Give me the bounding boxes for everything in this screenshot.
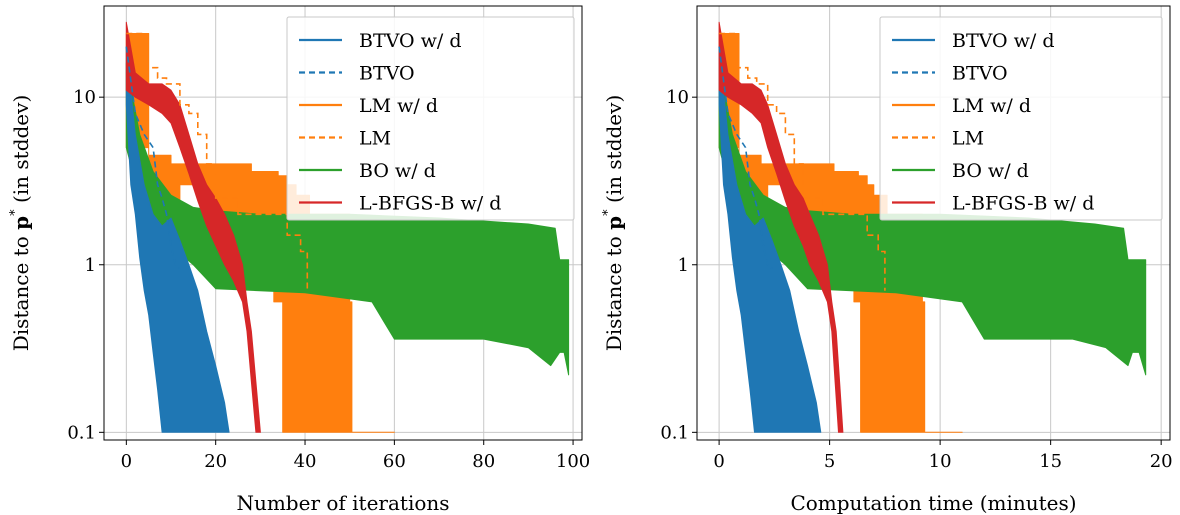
x-tick-label: 60 bbox=[383, 451, 406, 472]
x-tick-label: 5 bbox=[824, 451, 835, 472]
line-lm bbox=[719, 32, 886, 291]
x-tick-label: 0 bbox=[121, 451, 132, 472]
chart-panel-1: 0 20 40 60 80 100 10 1 0.1 Number of iterations Di… bbox=[8, 5, 590, 515]
y-axis-label-suffix: (in stddev) bbox=[602, 95, 626, 210]
y-tick-label: 10 bbox=[666, 87, 689, 108]
x-tick-label: 0 bbox=[713, 451, 724, 472]
legend-entry: L-BFGS-B w/ d bbox=[952, 193, 1094, 215]
x-tick-label: 20 bbox=[204, 451, 227, 472]
x-tick-label: 10 bbox=[929, 451, 952, 472]
y-tick-label: 1 bbox=[678, 255, 689, 276]
x-axis-label: Computation time (minutes) bbox=[790, 491, 1076, 515]
x-axis-label: Number of iterations bbox=[236, 491, 449, 515]
legend-entry: LM bbox=[952, 128, 984, 150]
x-tick-label: 20 bbox=[1150, 451, 1173, 472]
y-tick-label: 0.1 bbox=[660, 422, 689, 443]
legend-entry: BTVO bbox=[359, 63, 415, 85]
legend: BTVO w/ d BTVO LM w/ d LM BO w/ d L-BFGS-B w/… bbox=[879, 16, 1163, 221]
axes-frame bbox=[103, 5, 583, 441]
legend-entry: BTVO w/ d bbox=[359, 30, 462, 52]
x-tick-label: 40 bbox=[294, 451, 317, 472]
x-tick-label: 100 bbox=[556, 451, 590, 472]
legend-entry: LM w/ d bbox=[952, 95, 1031, 117]
legend-entry: BTVO bbox=[952, 63, 1008, 85]
y-tick-label: 0.1 bbox=[67, 422, 96, 443]
legend-box bbox=[286, 16, 575, 221]
x-tick-label: 80 bbox=[472, 451, 495, 472]
legend: BTVO w/ d BTVO LM w/ d LM BO w/ d L-BFGS-B w/… bbox=[286, 16, 575, 221]
y-axis-label: Distance to p* (in stddev) bbox=[601, 95, 626, 352]
y-axis-label-vector: p bbox=[602, 216, 626, 230]
band-l-bfgs-b-w-d bbox=[125, 21, 261, 433]
y-axis-label-suffix: (in stddev) bbox=[9, 95, 33, 210]
y-tick-label: 10 bbox=[73, 87, 96, 108]
legend-entry: L-BFGS-B w/ d bbox=[359, 193, 501, 215]
legend-entry: BO w/ d bbox=[952, 160, 1029, 182]
band-btvo-w-d bbox=[125, 46, 230, 433]
line-btvo bbox=[718, 46, 773, 270]
y-axis-label-vector: p bbox=[9, 216, 33, 230]
band-btvo-w-d bbox=[718, 46, 822, 433]
legend-entry: BO w/ d bbox=[359, 160, 436, 182]
axes-frame bbox=[696, 5, 1171, 441]
y-tick-label: 1 bbox=[85, 255, 96, 276]
legend-entry: LM bbox=[359, 128, 391, 150]
chart-panel-2: 0 5 10 15 20 10 1 0.1 Computation time (minutes)… bbox=[601, 5, 1173, 515]
y-axis-label-sup: * bbox=[601, 209, 616, 216]
legend-entry: BTVO w/ d bbox=[952, 30, 1055, 52]
y-axis-label-prefix: Distance to bbox=[602, 230, 626, 351]
band-l-bfgs-b-w-d bbox=[718, 21, 844, 433]
y-axis-label: Distance to p* (in stddev) bbox=[8, 95, 33, 352]
y-axis-label-sup: * bbox=[8, 209, 23, 216]
line-btvo bbox=[125, 46, 181, 270]
x-tick-label: 15 bbox=[1039, 451, 1062, 472]
legend-entry: LM w/ d bbox=[359, 95, 438, 117]
line-lm bbox=[126, 32, 309, 291]
legend-box bbox=[879, 16, 1163, 221]
y-axis-label-prefix: Distance to bbox=[9, 230, 33, 351]
